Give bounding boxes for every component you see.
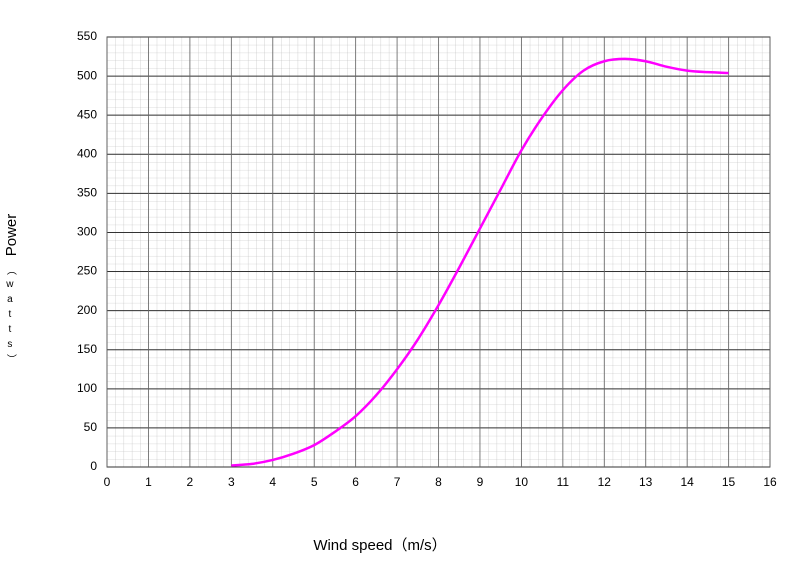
y-axis-label: Power [3,214,20,257]
y-tick-label: 0 [90,459,97,473]
y-tick-label: 400 [77,146,97,160]
y-tick-label: 350 [77,186,97,200]
y-tick-label: 100 [77,381,97,395]
x-tick-label: 6 [352,475,359,489]
x-tick-label: 3 [228,475,235,489]
x-tick-label: 9 [477,475,484,489]
x-tick-label: 11 [557,475,570,489]
x-tick-label: 16 [763,475,777,489]
y-tick-label: 300 [77,225,97,239]
x-tick-label: 14 [680,475,694,489]
x-tick-label: 1 [145,475,152,489]
x-tick-label: 12 [598,475,612,489]
x-tick-label: 5 [311,475,318,489]
x-tick-label: 0 [104,475,111,489]
x-tick-label: 2 [187,475,194,489]
y-axis-unit: （watts） [4,265,16,368]
y-tick-label: 550 [77,29,97,43]
y-tick-label: 450 [77,107,97,121]
y-tick-label: 250 [77,264,97,278]
y-tick-label: 200 [77,303,97,317]
x-tick-label: 8 [435,475,442,489]
x-tick-label: 15 [722,475,736,489]
x-tick-label: 10 [515,475,529,489]
y-tick-label: 500 [77,68,97,82]
x-tick-label: 4 [269,475,276,489]
x-axis-label: Wind speed（m/s） [313,537,446,554]
power-curve [231,57,729,467]
y-tick-label: 150 [77,342,97,356]
y-tick-label: 50 [84,420,98,434]
x-tick-label: 7 [394,475,401,489]
x-tick-label: 13 [639,475,653,489]
